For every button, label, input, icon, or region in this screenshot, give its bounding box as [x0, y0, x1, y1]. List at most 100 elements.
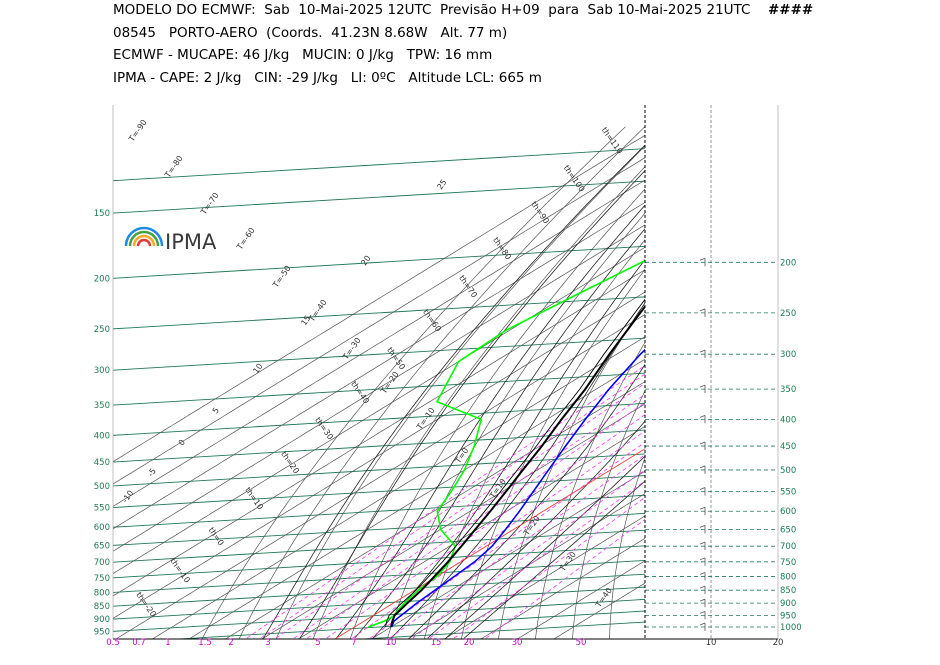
wind-pressure-label: 350 [780, 385, 796, 395]
isotherm-line [113, 134, 645, 463]
mixing-ratio-label: 30 [512, 638, 523, 648]
mixing-ratio-line [389, 454, 645, 639]
dry-adiabat-line [238, 126, 645, 639]
ipma-logo-arc-1 [124, 226, 164, 247]
isobar-line [113, 545, 645, 579]
wind-pressure-label: 700 [780, 542, 796, 552]
mixing-ratio-label: 50 [576, 638, 587, 648]
wind-barb [699, 525, 706, 534]
ipma-logo-arc-2 [128, 230, 160, 247]
moist-adiabat-line [299, 170, 645, 639]
wind-barb [699, 384, 706, 394]
dry-adiabat-line [785, 127, 936, 640]
dewpoint-profile [368, 259, 645, 628]
wind-pressure-label: 950 [780, 611, 796, 621]
mixing-ratio-label: 7 [351, 638, 356, 648]
moist-adiabat-line [427, 420, 645, 639]
isobar-line [113, 494, 645, 528]
wind-pressure-label: 200 [780, 258, 796, 268]
isotherm-line [443, 515, 645, 639]
ipma-logo-arc-3 [132, 234, 156, 247]
header-line-3: ECMWF - MUCAPE: 46 J/kg MUCIN: 0 J/kg TP… [113, 47, 493, 63]
parcel-profile [390, 304, 645, 628]
wind-barb [699, 598, 706, 608]
wind-barb [699, 557, 706, 566]
mixing-ratio-label: 0.7 [132, 638, 146, 648]
wind-barb [699, 465, 706, 474]
mixing-ratio-label: 3 [265, 638, 270, 648]
isobar-line [113, 245, 645, 279]
wind-barb [699, 611, 706, 620]
isobar-line [113, 429, 645, 463]
mixing-ratio-label: 20 [464, 638, 475, 648]
mixing-ratio-line [485, 518, 645, 639]
pressure-label: 900 [94, 615, 110, 625]
temperature-profile [390, 348, 645, 628]
mixing-ratio-line [326, 414, 645, 639]
dry-adiabat-line [423, 239, 645, 639]
wind-barb [699, 414, 706, 424]
moist-adiabat-line [409, 363, 645, 639]
isotherm-line [480, 537, 645, 639]
isobar-line [172, 610, 645, 639]
mixing-ratio-line [453, 496, 645, 639]
mixing-ratio-label: 1.5 [198, 638, 212, 648]
isotherm-line [113, 224, 645, 552]
pressure-label: 500 [94, 482, 110, 492]
parcel-profile-secondary [385, 298, 645, 628]
wind-barb [699, 585, 706, 595]
wind-pressure-label: 650 [780, 525, 796, 535]
theta-e-label: 5 [211, 406, 221, 415]
dry-adiabat-line [275, 145, 645, 639]
moist-adiabat-line [263, 144, 645, 639]
wind-pressure-label: 250 [780, 309, 796, 319]
header-line-2: 08545 PORTO-AERO (Coords. 41.23N 8.68W A… [113, 25, 508, 41]
isobar-line [113, 573, 645, 607]
pressure-label: 400 [94, 431, 110, 441]
wind-barb [699, 257, 706, 267]
mixing-ratio-line [370, 441, 645, 639]
ipma-logo-arc-4 [136, 238, 152, 247]
wind-speed-label: 10 [706, 638, 717, 648]
mixing-ratio-line [429, 480, 645, 639]
wind-barb [699, 572, 706, 581]
wind-barb [699, 349, 706, 359]
isobar-line [113, 512, 645, 546]
isotherm-line [151, 336, 645, 639]
moist-adiabat-line [354, 228, 645, 639]
pressure-label: 850 [94, 602, 110, 612]
wind-barb [699, 308, 706, 317]
mixing-ratio-line [275, 382, 645, 639]
ipma-logo-text: IPMA [165, 230, 217, 254]
wind-pressure-label: 850 [780, 586, 796, 596]
isotherm-line [224, 381, 645, 639]
mixing-ratio-line [307, 402, 645, 639]
wind-barb [699, 541, 706, 551]
isobar-line [113, 529, 645, 563]
moist-adiabat-line [336, 204, 645, 639]
wind-pressure-label: 750 [780, 558, 796, 568]
zero-isotherm-line [334, 448, 645, 639]
dry-adiabat-line [880, 127, 940, 640]
pressure-label: 450 [94, 458, 110, 468]
isobar-line [113, 559, 645, 593]
dry-adiabat-line [460, 268, 645, 639]
pressure-label: 550 [94, 504, 110, 514]
isotherm-line [370, 470, 645, 639]
isotherm-line [115, 314, 645, 639]
mixing-ratio-label: 10 [386, 638, 397, 648]
dry-adiabat-line [349, 188, 645, 639]
isotherm-line [516, 560, 645, 639]
dry-adiabat-line [609, 456, 645, 639]
wind-pressure-label: 500 [780, 466, 796, 476]
isobar-line [113, 180, 645, 214]
dry-adiabat-line [849, 127, 940, 640]
dry-adiabat-line [818, 127, 940, 640]
pressure-label: 950 [94, 627, 110, 637]
mixing-ratio-label: 1 [165, 638, 170, 648]
wind-pressure-label: 1000 [780, 623, 802, 633]
mixing-ratio-line [352, 430, 645, 639]
moist-adiabat-line [463, 480, 645, 639]
theta-e-label: 0 [177, 438, 187, 447]
